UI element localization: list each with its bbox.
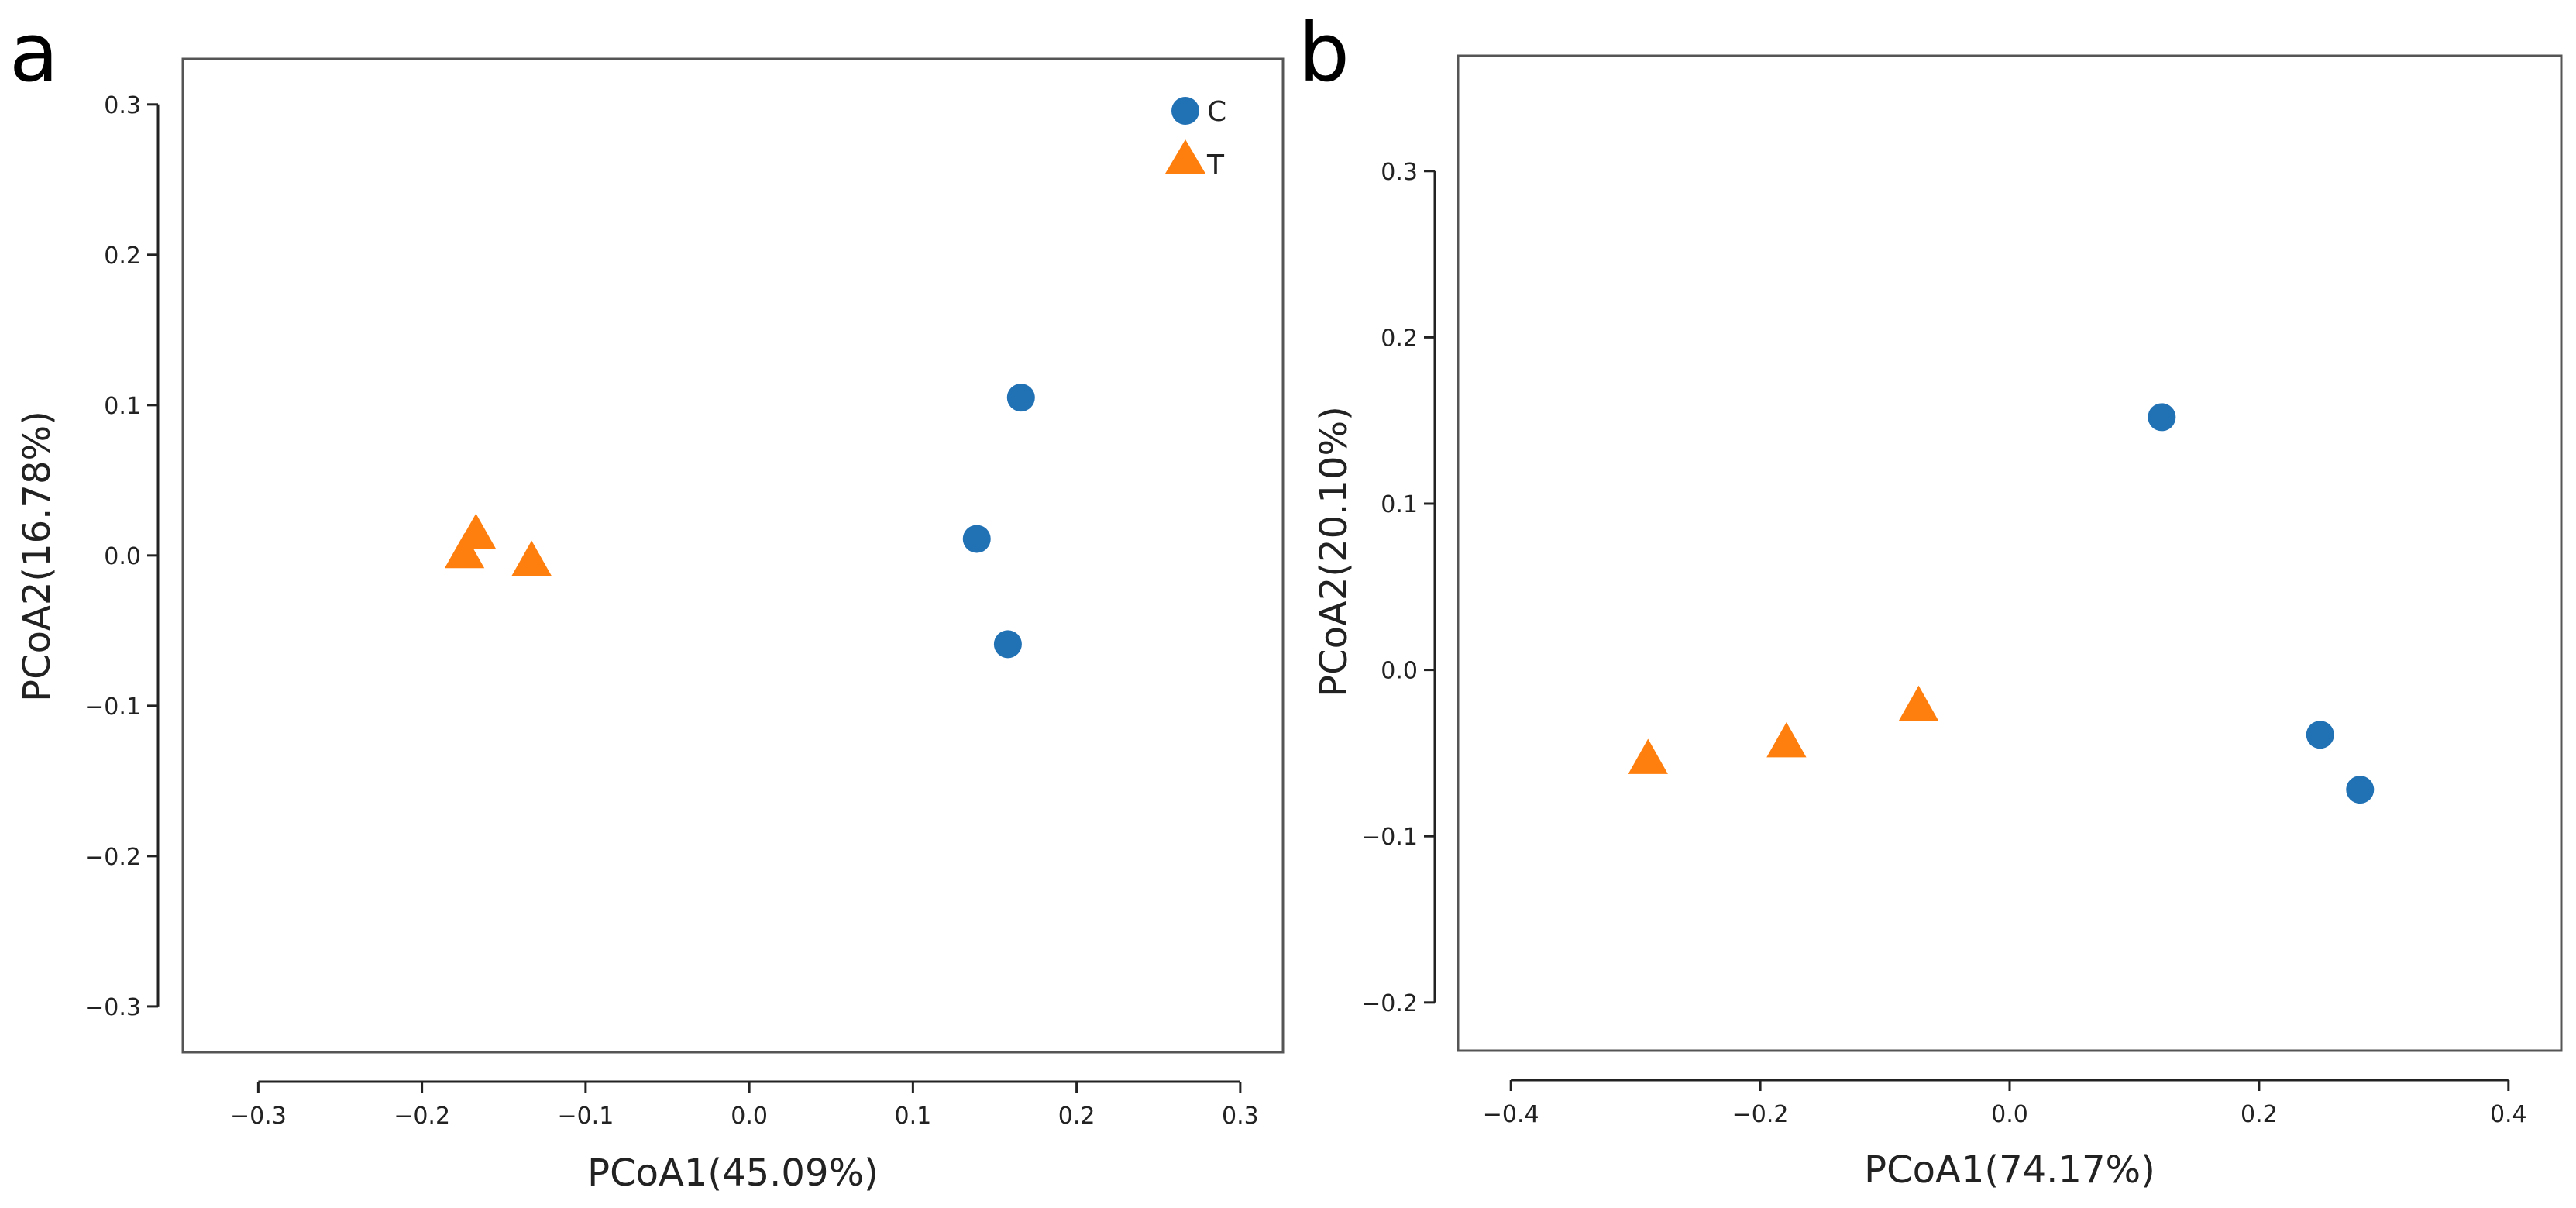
- legend-label-c: C: [1207, 96, 1226, 128]
- y-axis-title-b: PCoA2(20.10%): [1312, 406, 1356, 697]
- y-tick-label-b: −0.1: [1361, 824, 1418, 851]
- x-tick-label-a: 0.0: [731, 1103, 768, 1130]
- point-c-b: [2148, 403, 2176, 432]
- x-tick-label-a: −0.3: [230, 1103, 287, 1130]
- y-tick-label-b: 0.1: [1381, 491, 1418, 518]
- point-t-b: [1628, 738, 1668, 774]
- panel-b: b −0.4 −0.2 0.0 0.2 0.4−0.2−0.10.00.10.20.3 …: [1298, 5, 2563, 1192]
- point-t-a: [511, 540, 552, 576]
- legend-marker-c: [1171, 97, 1199, 125]
- y-tick-label-b: −0.2: [1361, 990, 1418, 1017]
- legend-marker-t: [1165, 139, 1205, 174]
- x-tick-label-b: 0.4: [2490, 1101, 2527, 1128]
- plot-frame-a: [181, 57, 1285, 1054]
- x-axis-title-a: PCoA1(45.09%): [587, 1151, 879, 1195]
- panel-a: a −0.3 −0.2 −0.1 0.0 0.1 0.2 0.3 −0.3 −0.2 −0.1 0.…: [9, 5, 1285, 1195]
- legend-label-t: T: [1206, 150, 1225, 181]
- x-tick-label-a: 0.2: [1058, 1103, 1095, 1130]
- y-tick-label-a: 0.1: [104, 393, 141, 420]
- x-tick-label-a: 0.1: [895, 1103, 932, 1130]
- x-tick-label-b: 0.2: [2241, 1101, 2278, 1128]
- point-c-a: [993, 630, 1022, 659]
- y-tick-label-a: 0.2: [104, 243, 141, 270]
- y-axis-title-a: PCoA2(16.78%): [15, 411, 59, 702]
- axes-a: −0.3 −0.2 −0.1 0.0 0.1 0.2 0.3 −0.3 −0.2 −0.1 0.0 0…: [84, 92, 1259, 1130]
- x-tick-label-a: −0.1: [557, 1103, 614, 1130]
- x-axis-title-b: PCoA1(74.17%): [1864, 1148, 2155, 1192]
- y-tick-label-a: −0.2: [84, 844, 141, 871]
- panel-label-b: b: [1298, 5, 1350, 100]
- x-tick-label-b: 0.0: [1991, 1101, 2028, 1128]
- y-tick-label-a: −0.3: [84, 994, 141, 1021]
- legend: C T: [1165, 96, 1226, 181]
- x-tick-label-a: −0.2: [394, 1103, 450, 1130]
- point-c-a: [962, 525, 991, 553]
- point-t-b: [1898, 685, 1939, 721]
- x-tick-label-a: 0.3: [1222, 1103, 1259, 1130]
- point-c-a: [1006, 384, 1035, 412]
- y-tick-label-a: −0.1: [84, 693, 141, 721]
- plot-frame-b: [1457, 54, 2563, 1052]
- x-tick-label-b: −0.2: [1732, 1101, 1789, 1128]
- y-tick-label-a: 0.3: [104, 92, 141, 119]
- point-t-b: [1766, 722, 1807, 758]
- panel-label-a: a: [9, 5, 59, 100]
- y-tick-label-b: 0.3: [1381, 159, 1418, 186]
- axes-b: −0.4 −0.2 0.0 0.2 0.4 −0.2 −0.1 0.0 0.1 0.2 0.3: [1361, 159, 2527, 1128]
- point-t-a: [444, 532, 485, 569]
- point-c-b: [2306, 721, 2334, 749]
- points-a: [444, 384, 1035, 659]
- point-c-b: [2346, 776, 2375, 804]
- points-b: [1628, 403, 2375, 804]
- y-tick-label-b: 0.2: [1381, 325, 1418, 352]
- y-tick-label-b: 0.0: [1381, 658, 1418, 685]
- y-tick-label-a: 0.0: [104, 543, 141, 570]
- x-tick-label-b: −0.4: [1483, 1101, 1539, 1128]
